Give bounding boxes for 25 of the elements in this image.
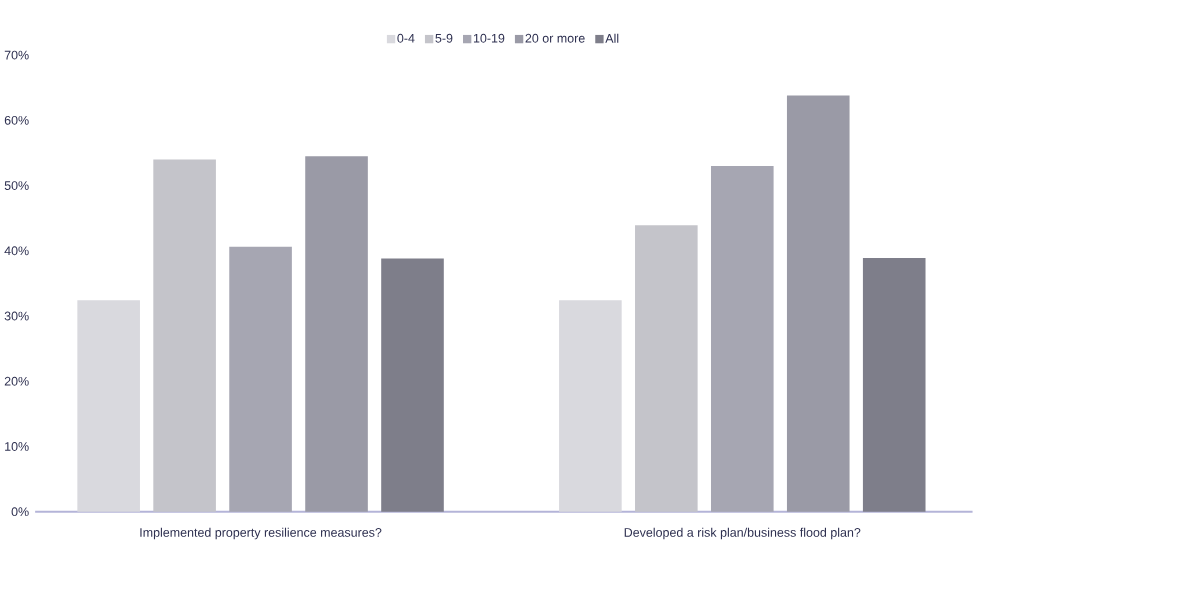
legend-label: 20 or more	[525, 34, 585, 43]
y-tick-label: 40%	[4, 246, 29, 256]
bar	[77, 300, 140, 512]
y-tick-label: 20%	[4, 377, 29, 386]
bar	[153, 159, 216, 512]
y-tick-label: 10%	[5, 442, 29, 452]
bar	[710, 166, 774, 512]
bar	[381, 258, 444, 512]
y-tick-label: 60%	[4, 116, 29, 125]
bar	[635, 225, 698, 512]
y-tick-label: 30%	[4, 311, 29, 321]
legend-label: 0-4	[397, 34, 415, 43]
y-tick-label: 0%	[11, 507, 29, 517]
x-tick-label: Developed a risk plan/business flood plan?	[624, 527, 861, 540]
bar	[559, 300, 622, 512]
legend-label: 5-9	[435, 34, 453, 43]
y-tick-label: 70%	[4, 50, 29, 60]
legend-label: All	[605, 33, 619, 43]
bar	[305, 156, 368, 512]
y-tick-label: 50%	[4, 181, 29, 191]
bar	[229, 247, 292, 512]
x-tick-label: Implemented property resilience measures?	[140, 527, 382, 540]
bar	[786, 95, 850, 512]
legend-label: 10-19	[473, 34, 505, 43]
bar	[862, 258, 926, 512]
